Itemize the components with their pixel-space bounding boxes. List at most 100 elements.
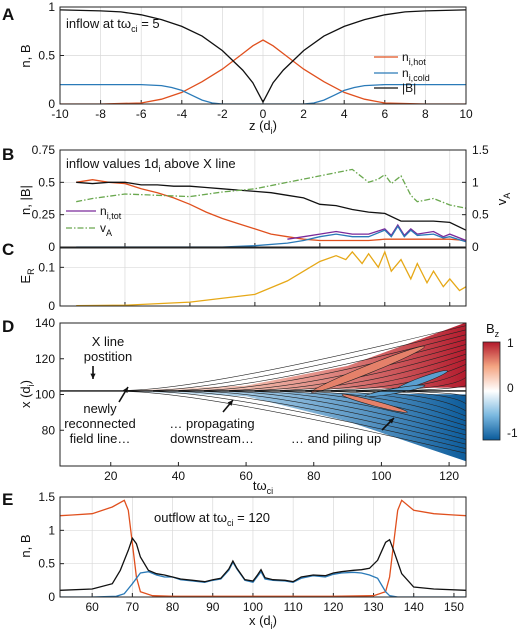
y-axis-label-main: x (d	[18, 386, 33, 408]
x-axis-label-tail: )	[273, 613, 277, 628]
x-tick-label: 120	[439, 469, 459, 483]
field-line-upper	[153, 329, 466, 391]
x-tick-label: -10	[51, 107, 69, 121]
x-axis-label-main: tω	[253, 478, 267, 493]
panel-e-annotation-main: outflow at tω	[154, 510, 227, 525]
x-axis-label-sub: i	[271, 126, 273, 136]
x-tick-label: 60	[239, 469, 253, 483]
panel-letter-b: B	[2, 145, 14, 164]
y-tick-label: 0	[472, 240, 479, 254]
panel-a-annotation-sub: ci	[131, 24, 138, 34]
series-line-1	[60, 83, 466, 104]
y-axis-label-main: E	[18, 275, 33, 284]
heatmap-area	[60, 323, 466, 462]
x-tick-label: 120	[323, 600, 343, 614]
y-tick-label: 0.75	[32, 143, 56, 157]
bz-negative-region	[110, 390, 466, 462]
x-tick-label: 70	[126, 600, 140, 614]
x-axis-label-sub: i	[271, 621, 273, 631]
field-line-upper	[406, 385, 466, 391]
series-line-0	[76, 250, 466, 306]
y-tick-label: 0.5	[38, 557, 55, 571]
plot-frame	[59, 496, 467, 598]
panel-b: 0 0.25 0.5 0.75 0 0.5 1 1.5 inflow values 1di ab…	[18, 143, 512, 254]
x-tick-label: 20	[104, 469, 118, 483]
x-tick-label: 60	[85, 600, 99, 614]
field-line-upper	[229, 344, 466, 391]
y-tick-label: 1	[48, 523, 55, 537]
x-tick-label: -8	[95, 107, 106, 121]
x-tick-label: 8	[422, 107, 429, 121]
x-tick-label: -4	[176, 107, 187, 121]
legend-entry-sub: i,cold	[409, 73, 430, 83]
y-tick-label: 0.1	[38, 260, 55, 274]
colorbar-label: Bz	[486, 321, 500, 339]
y-axis-label-right-main: v	[494, 198, 509, 205]
x-axis-label: z (di)	[249, 118, 277, 136]
arrow-newly-reconnected-head	[122, 387, 128, 393]
legend-entry: ni,tot	[100, 204, 122, 221]
annotation-reconnected: reconnected	[64, 416, 136, 431]
x-tick-label: 110	[284, 600, 303, 614]
panel-letter-c: C	[2, 240, 14, 259]
annotation-field-line: field line…	[70, 431, 131, 446]
y-tick-label: 0.5	[38, 49, 55, 63]
series-line-1	[60, 560, 466, 597]
y-axis-label-main: n, B	[18, 44, 33, 67]
y-axis-label: ER	[18, 268, 36, 284]
x-tick-label: 80	[166, 600, 180, 614]
x-tick-label: 10	[459, 107, 473, 121]
field-line-upper	[356, 369, 466, 391]
y-axis-label-main: n, B	[18, 534, 33, 557]
x-tick-label: 6	[381, 107, 388, 121]
y-tick-label: 1.5	[38, 490, 55, 504]
colorbar	[482, 341, 501, 441]
series-line-0	[60, 499, 466, 597]
bz-positive-region	[110, 323, 466, 391]
series-line-0	[76, 179, 466, 242]
series-line-0	[60, 39, 466, 104]
legend-entry-main: |B|	[402, 81, 416, 95]
legend-entry: vA	[100, 221, 112, 238]
magnetic-island	[341, 394, 408, 413]
magnetic-island	[311, 346, 425, 393]
x-tick-label: 100	[371, 469, 391, 483]
series-line-2	[287, 223, 466, 242]
x-axis-label-tail: )	[273, 118, 277, 133]
field-line-lower	[178, 391, 466, 445]
y-axis-label-tail: )	[18, 380, 33, 384]
legend-entry-main: n	[402, 50, 409, 64]
y-axis-label-main: n, |B|	[18, 185, 33, 215]
arrow-propagating-head	[227, 400, 233, 406]
legend-entry-main: n	[402, 66, 409, 80]
x-tick-label: 2	[300, 107, 307, 121]
panel-letter-a: A	[2, 5, 14, 24]
y-tick-label: 0	[48, 240, 55, 254]
x-tick-label: 140	[404, 600, 424, 614]
annotation-position: postition	[84, 349, 132, 364]
y-axis-label-right: vA	[494, 193, 512, 206]
field-line-upper	[203, 339, 466, 391]
panel-e-annotation-sub: ci	[227, 518, 234, 528]
y-tick-label: 80	[42, 423, 56, 437]
field-line-upper	[127, 325, 466, 391]
panel-a: -10 -8 -6 -4 -2 0 2 4 6 8 10 0 0.5 1 inflow at tωci = …	[18, 0, 473, 136]
field-line-lower	[203, 391, 466, 440]
y-tick-label: 0.5	[38, 175, 55, 189]
legend-entry-main: v	[100, 221, 106, 235]
x-tick-label: 4	[341, 107, 348, 121]
field-line-lower	[330, 391, 466, 417]
colorbar-tick-label: -1	[507, 426, 518, 440]
x-tick-label: 80	[307, 469, 321, 483]
y-axis-label: n, |B|	[18, 185, 33, 215]
panel-a-annotation-tail: = 5	[138, 16, 160, 31]
colorbar-label-sub: z	[495, 329, 500, 339]
colorbar-label-main: B	[486, 321, 495, 336]
x-tick-label: 100	[243, 600, 263, 614]
plot-frame	[59, 247, 467, 307]
field-line-upper	[178, 334, 466, 391]
y-tick-label: 100	[35, 388, 55, 402]
x-axis-label-main: z (d	[249, 118, 271, 133]
panel-b-annotation-tail: above X line	[161, 156, 236, 171]
